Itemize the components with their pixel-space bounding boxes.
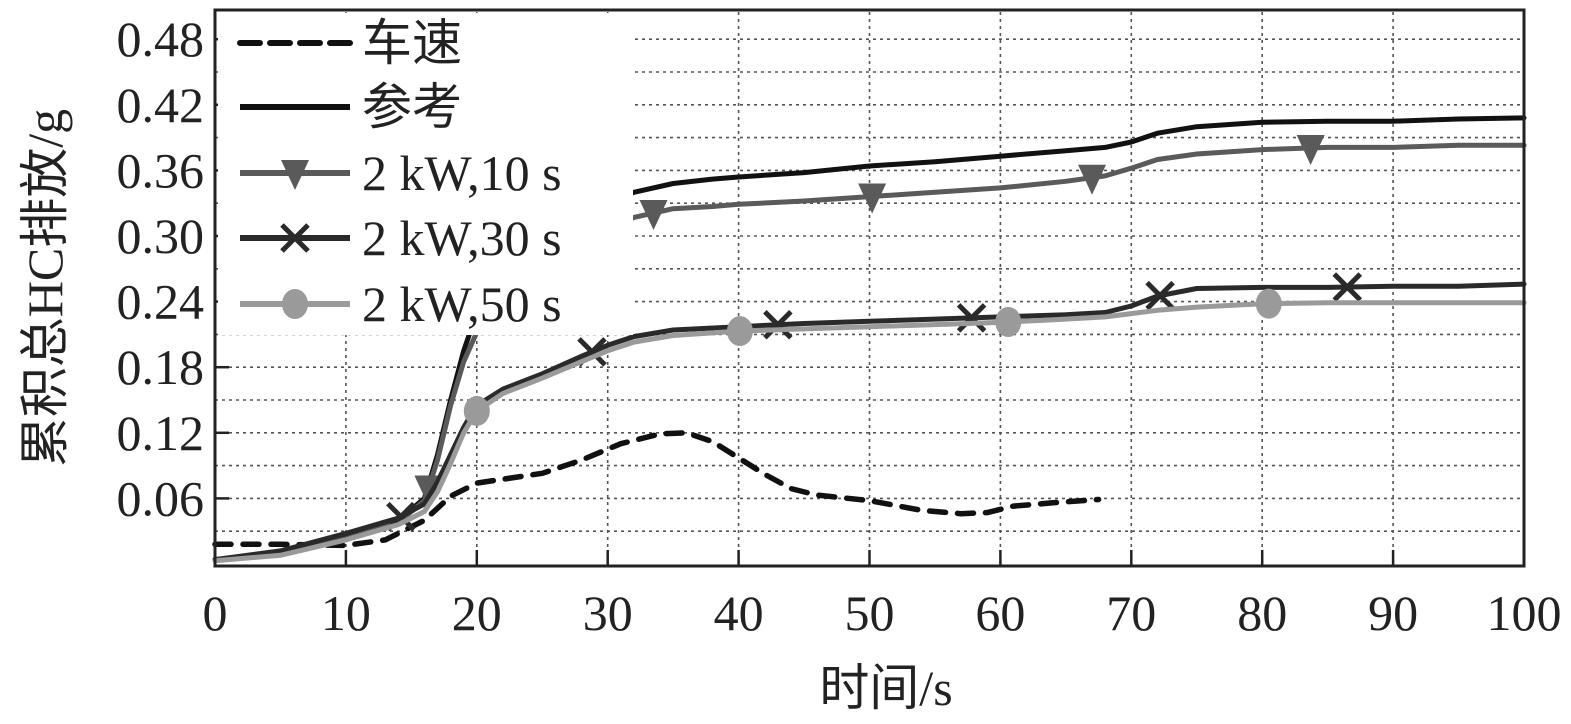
x-tick-label: 40 [714,585,764,641]
series-line [212,142,1527,563]
series-0 [212,430,1102,549]
x-tick-label: 90 [1368,585,1418,641]
triangle-down-marker [1296,135,1325,166]
y-axis-title: 累积总HC排放/g [17,109,73,467]
x-tick-label: 60 [975,585,1025,641]
x-marker [280,223,310,253]
series-line [212,300,1527,564]
triangle-down-marker [281,160,309,190]
circle-marker [282,289,308,319]
legend-label: 2 kW,10 s [362,145,562,201]
x-tick-label: 80 [1237,585,1287,641]
x-marker [956,303,987,333]
series-line [212,281,1527,563]
circle-marker [463,395,490,426]
legend-label: 参考 [362,79,462,135]
y-axis-tick-labels: 0.06 0.12 0.18 0.24 0.30 0.36 0.42 0.48 [117,11,205,526]
x-tick-label: 0 [203,585,228,641]
circle-marker [995,306,1022,337]
triangle-down-marker [639,200,668,231]
x-tick-label: 10 [321,585,371,641]
y-tick-label: 0.42 [117,77,205,133]
legend-label: 车速 [362,15,462,71]
triangle-down-marker [1078,164,1107,195]
y-tick-label: 0.30 [117,208,205,264]
x-marker [1145,280,1175,311]
x-marker [1332,272,1363,302]
y-tick-label: 0.18 [117,339,205,395]
y-tick-label: 0.06 [117,470,205,526]
x-tick-label: 50 [845,585,895,641]
x-tick-label: 70 [1106,585,1156,641]
triangle-down-marker [858,183,887,214]
y-tick-label: 0.12 [117,405,205,461]
y-tick-label: 0.48 [117,11,205,67]
series-2 [212,135,1527,563]
circle-marker [1255,288,1282,319]
x-tick-label: 100 [1487,585,1562,641]
legend-label: 2 kW,30 s [362,210,562,266]
x-tick-label: 30 [583,585,633,641]
series-4 [212,288,1527,564]
legend-label: 2 kW,50 s [362,276,562,332]
x-tick-label: 20 [452,585,502,641]
x-marker [763,310,793,340]
series-line [212,430,1102,549]
series-3 [212,272,1527,563]
y-tick-label: 0.24 [117,274,205,330]
circle-marker [726,316,753,347]
series-layer [212,115,1527,564]
x-axis-title: 时间/s [819,660,952,716]
y-tick-label: 0.36 [117,142,205,198]
x-axis-tick-labels: 0 10 20 30 40 50 60 70 80 90 100 [203,585,1562,641]
